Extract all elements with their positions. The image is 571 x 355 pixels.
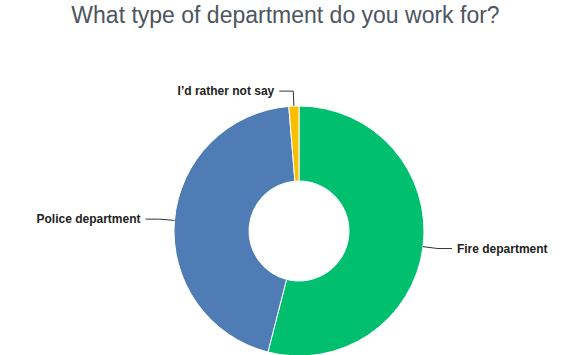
html-text:What type of department do you: What type of department do you work for?	[71, 2, 500, 28]
svg-text:Police department: Police department	[36, 212, 140, 226]
svg-text:I’d rather not say: I’d rather not say	[178, 84, 275, 98]
svg-text:Fire department: Fire department	[457, 242, 548, 256]
